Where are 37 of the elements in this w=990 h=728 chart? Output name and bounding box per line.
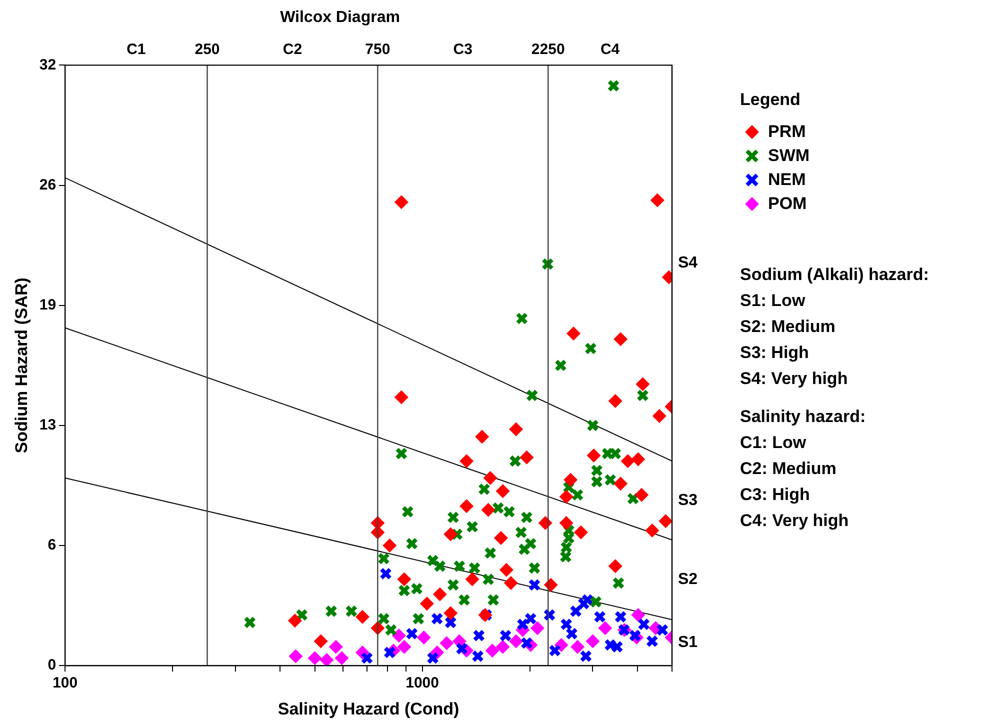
legend-label: POM [768, 194, 807, 214]
text: S3 [678, 492, 698, 509]
y-tick-label: 19 [39, 296, 56, 314]
text: C4: Very high [740, 510, 850, 532]
legend-label: NEM [768, 170, 806, 190]
text: C1 [126, 40, 146, 58]
x-axis-title: Salinity Hazard (Cond) [278, 699, 460, 718]
text: S3: High [740, 342, 810, 364]
legend-label: SWM [768, 146, 810, 166]
y-tick-label: 13 [39, 416, 56, 434]
text: S4 [678, 254, 698, 272]
legend-title: Legend [740, 90, 802, 110]
text: Sodium (Alkali) hazard: [740, 264, 929, 286]
text: S1: Low [740, 290, 806, 312]
text: S1 [678, 634, 698, 652]
text: C1: Low [740, 432, 808, 454]
y-tick-label: 6 [48, 536, 56, 554]
ref-line-label: 250 [194, 40, 220, 58]
text: C4 [600, 40, 620, 58]
y-tick-label: 26 [39, 176, 56, 194]
y-tick-label: 0 [48, 656, 56, 674]
text: S2 [678, 571, 698, 588]
x-tick-label: 100 [52, 674, 78, 692]
chart-title: Wilcox Diagram [280, 9, 400, 26]
text: S2: Medium [740, 316, 836, 338]
text: C3: High [740, 484, 811, 506]
text: C2 [282, 40, 302, 58]
text: C2: Medium [740, 458, 838, 480]
ref-line-label: 2250 [531, 40, 565, 58]
text: Salinity hazard: [740, 406, 867, 428]
text: S4: Very high [740, 368, 849, 390]
text: C3 [453, 40, 472, 58]
x-tick-label: 1000 [406, 674, 439, 692]
y-axis-title: Sodium Hazard (SAR) [12, 278, 31, 454]
legend-label: PRM [768, 122, 806, 142]
ref-line-label: 750 [365, 40, 390, 58]
y-tick-label: 32 [39, 56, 56, 74]
